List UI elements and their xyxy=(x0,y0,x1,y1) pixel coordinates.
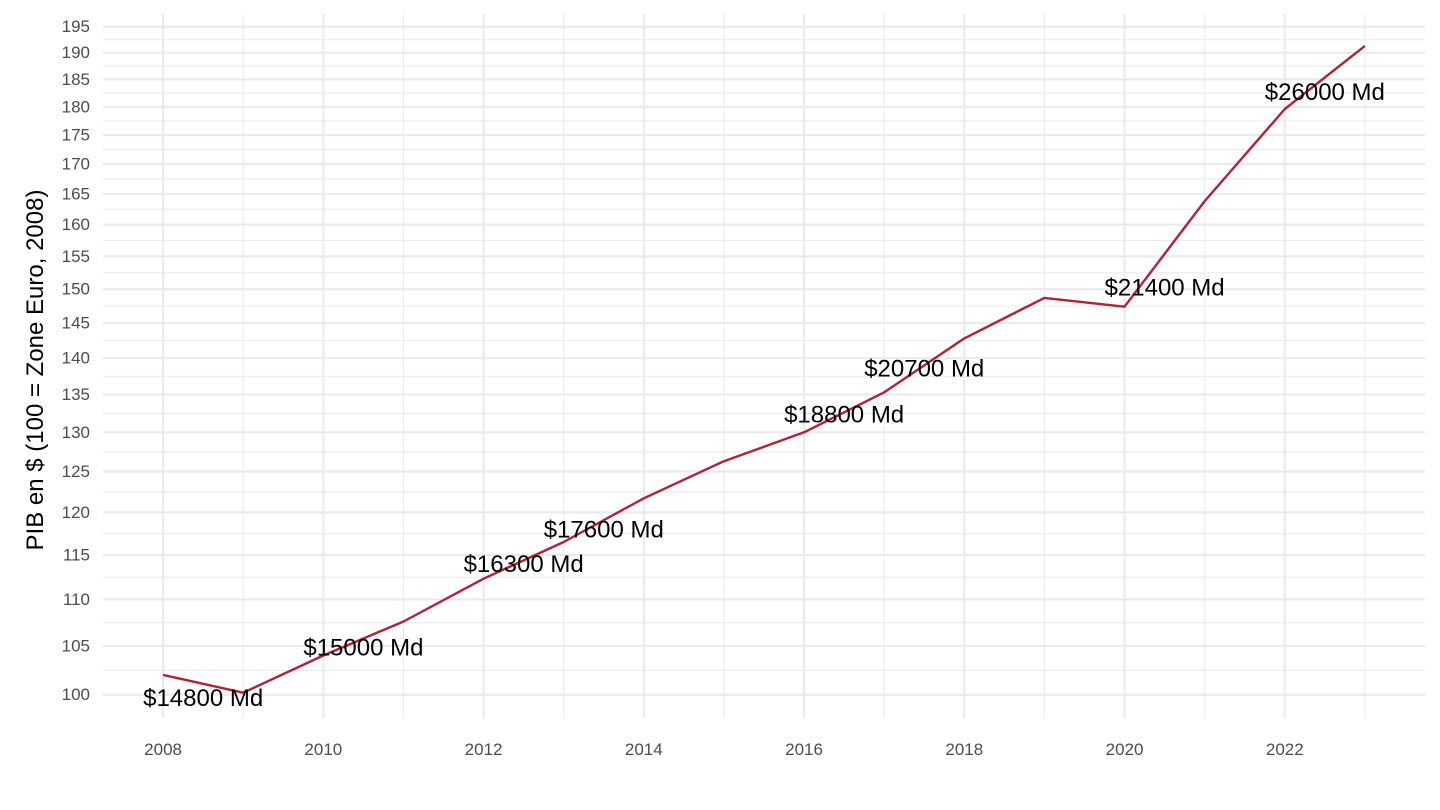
x-axis-ticks: 2008 2010 2012 2014 2016 2018 2020 2022 xyxy=(144,740,1304,759)
x-tick-label: 2012 xyxy=(465,740,503,759)
x-tick-label: 2016 xyxy=(785,740,823,759)
x-tick-label: 2022 xyxy=(1266,740,1304,759)
y-tick-label: 170 xyxy=(62,154,90,173)
grid-lines xyxy=(103,14,1425,718)
data-label: $15000 Md xyxy=(303,634,423,661)
data-label: $14800 Md xyxy=(143,685,263,712)
data-label: $20700 Md xyxy=(864,355,984,382)
y-tick-label: 145 xyxy=(62,314,90,333)
data-label: $26000 Md xyxy=(1265,79,1385,106)
data-label: $21400 Md xyxy=(1105,274,1225,301)
y-tick-label: 155 xyxy=(62,247,90,266)
y-tick-label: 175 xyxy=(62,125,90,144)
y-tick-label: 125 xyxy=(62,462,90,481)
y-tick-label: 190 xyxy=(62,43,90,62)
data-label: $17600 Md xyxy=(544,517,664,544)
data-labels: $14800 Md $15000 Md $16300 Md $17600 Md $188… xyxy=(143,79,1385,712)
y-tick-label: 110 xyxy=(63,590,90,609)
y-tick-label: 100 xyxy=(62,685,90,704)
series-group xyxy=(162,44,1366,694)
y-tick-label: 180 xyxy=(62,97,90,116)
x-tick-label: 2014 xyxy=(625,740,663,759)
y-axis-ticks: 100 105 110 115 120 125 130 135 140 145 150 155 160 1… xyxy=(62,17,90,704)
y-tick-label: 120 xyxy=(62,503,90,522)
series-line xyxy=(162,44,1366,694)
y-tick-label: 135 xyxy=(62,385,90,404)
y-tick-label: 115 xyxy=(63,545,90,564)
y-tick-label: 195 xyxy=(62,17,90,36)
x-tick-label: 2008 xyxy=(144,740,182,759)
y-tick-label: 165 xyxy=(62,184,90,203)
data-label: $18800 Md xyxy=(784,401,904,428)
x-tick-label: 2010 xyxy=(304,740,342,759)
y-tick-label: 150 xyxy=(62,280,90,299)
x-tick-label: 2020 xyxy=(1106,740,1144,759)
y-tick-label: 130 xyxy=(62,423,90,442)
y-axis-title: PIB en $ (100 = Zone Euro, 2008) xyxy=(22,190,49,551)
data-label: $16300 Md xyxy=(464,551,584,578)
y-tick-label: 160 xyxy=(62,215,90,234)
y-tick-label: 185 xyxy=(62,70,90,89)
y-tick-label: 105 xyxy=(62,636,90,655)
x-tick-label: 2018 xyxy=(945,740,983,759)
y-tick-label: 140 xyxy=(62,349,90,368)
